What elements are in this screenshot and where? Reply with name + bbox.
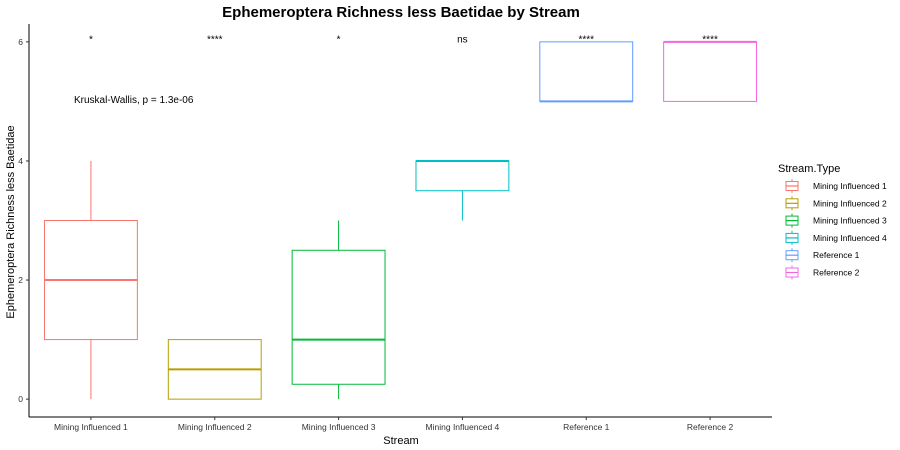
y-axis-title: Ephemeroptera Richness less Baetidae [5, 125, 17, 318]
x-tick-label: Mining Influenced 1 [54, 422, 128, 432]
y-tick-label: 4 [18, 156, 23, 166]
legend: Mining Influenced 1 Mining Influenced 2 Mi… [785, 179, 887, 280]
y-tick-label: 6 [18, 37, 23, 47]
y-tick-label: 2 [18, 275, 23, 285]
box-iqr [539, 41, 634, 102]
significance-label: **** [702, 34, 718, 45]
x-tick-label: Reference 1 [563, 422, 610, 432]
legend-label: Mining Influenced 2 [813, 198, 887, 208]
legend-label: Mining Influenced 4 [813, 233, 887, 243]
box-iqr [291, 249, 386, 385]
significance-label: * [89, 34, 93, 45]
box-iqr [663, 41, 758, 102]
x-tick-label: Mining Influenced 4 [426, 422, 500, 432]
x-axis-title: Stream [383, 435, 418, 447]
legend-title: Stream.Type [778, 163, 840, 175]
x-tick-label: Reference 2 [687, 422, 734, 432]
significance-label: * [337, 34, 341, 45]
significance-label: ns [457, 34, 468, 45]
legend-label: Reference 2 [813, 268, 860, 278]
significance-label: **** [207, 34, 223, 45]
plot-area: 0 2 4 6 Mining Influenced 1 Mining Influenced… [18, 24, 772, 432]
y-tick-label: 0 [18, 394, 23, 404]
x-tick-label: Mining Influenced 3 [302, 422, 376, 432]
legend-label: Mining Influenced 1 [813, 181, 887, 191]
legend-label: Mining Influenced 3 [813, 216, 887, 226]
box-iqr [415, 160, 510, 192]
legend-label: Reference 1 [813, 250, 860, 260]
chart-title: Ephemeroptera Richness less Baetidae by … [222, 4, 580, 21]
significance-label: **** [578, 34, 594, 45]
x-tick-label: Mining Influenced 2 [178, 422, 252, 432]
kruskal-wallis-annotation: Kruskal-Wallis, p = 1.3e-06 [74, 95, 194, 106]
